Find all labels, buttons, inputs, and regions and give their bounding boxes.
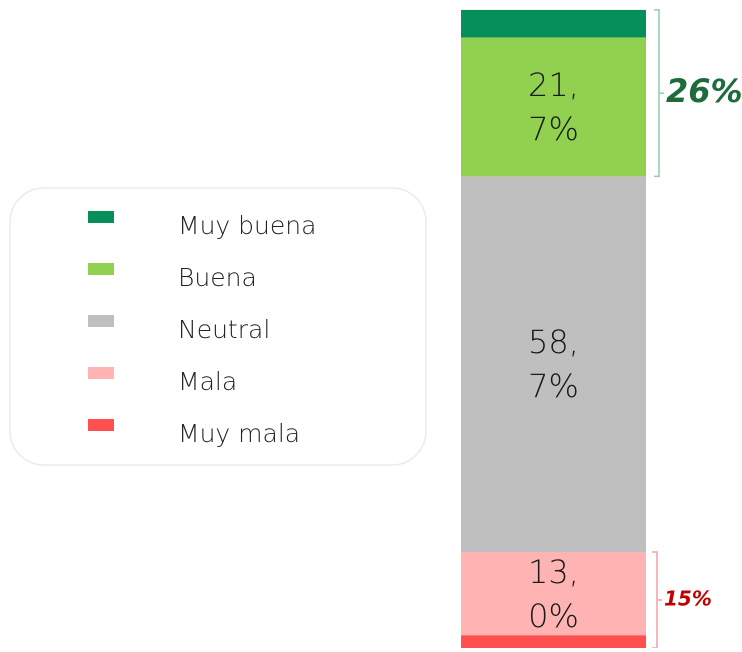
legend-label: Neutral [178, 315, 270, 344]
legend-box [9, 187, 427, 466]
bar-segment [461, 176, 646, 552]
annotation: 26% [666, 72, 742, 110]
legend-swatch [88, 315, 114, 327]
value-label: 58,7% [528, 323, 579, 406]
legend-swatch [88, 263, 114, 275]
value-label-box: 21,7% [528, 65, 579, 148]
legend-swatch [88, 211, 114, 223]
legend-swatch [88, 367, 114, 379]
bar-segment [461, 552, 646, 636]
bracket [654, 9, 664, 178]
value-label: 13,0% [528, 552, 579, 635]
value-label-box: 58,7% [528, 323, 579, 406]
legend-label: Buena [178, 263, 257, 292]
bar-segment [461, 9, 646, 38]
legend-label: Muy buena [178, 211, 316, 240]
bracket [652, 551, 662, 649]
legend-label: Mala [178, 367, 237, 396]
legend-label: Muy mala [178, 419, 300, 448]
bar-segment [461, 635, 646, 648]
value-label-box: 13,0% [528, 552, 579, 635]
value-label: 21,7% [528, 65, 579, 148]
legend-swatch [88, 419, 114, 431]
annotation: 15% [664, 587, 712, 611]
bar-segment [461, 37, 646, 177]
